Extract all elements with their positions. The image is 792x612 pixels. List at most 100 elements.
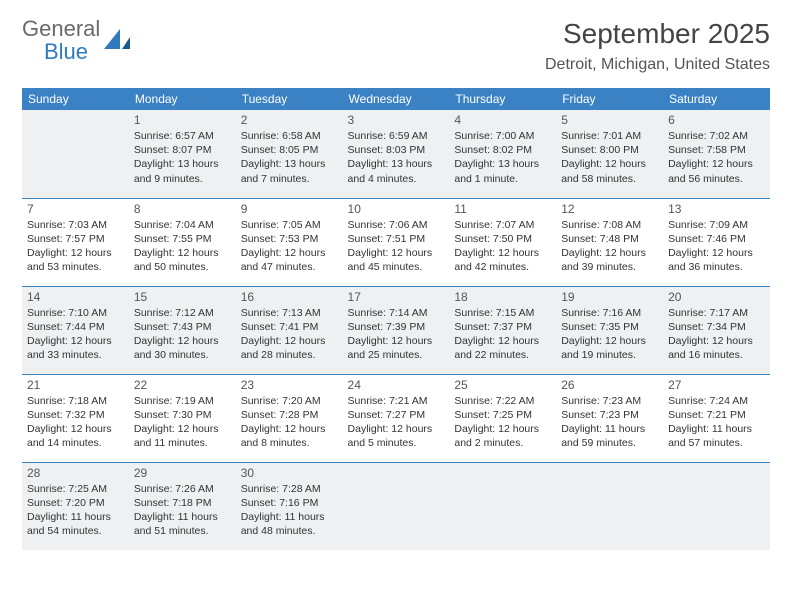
daylight-text: Daylight: 12 hours and 56 minutes. [668,157,765,185]
day-number: 11 [454,202,551,216]
sunset-text: Sunset: 7:48 PM [561,232,658,246]
sunset-text: Sunset: 8:03 PM [348,143,445,157]
day-info: Sunrise: 7:00 AMSunset: 8:02 PMDaylight:… [454,129,551,186]
day-info: Sunrise: 7:12 AMSunset: 7:43 PMDaylight:… [134,306,231,363]
sunset-text: Sunset: 8:07 PM [134,143,231,157]
day-info: Sunrise: 7:21 AMSunset: 7:27 PMDaylight:… [348,394,445,451]
calendar-week-row: 28Sunrise: 7:25 AMSunset: 7:20 PMDayligh… [22,462,770,550]
calendar-cell: 10 Sunrise: 7:06 AMSunset: 7:51 PMDayligh… [343,198,450,286]
sunset-text: Sunset: 7:28 PM [241,408,338,422]
page-header: General Blue September 2025 Detroit, Mic… [22,18,770,74]
sunrise-text: Sunrise: 7:08 AM [561,218,658,232]
day-info: Sunrise: 7:17 AMSunset: 7:34 PMDaylight:… [668,306,765,363]
calendar-cell: 2Sunrise: 6:58 AMSunset: 8:05 PMDaylight… [236,110,343,198]
day-number: 20 [668,290,765,304]
sunrise-text: Sunrise: 7:24 AM [668,394,765,408]
day-info: Sunrise: 7:04 AMSunset: 7:55 PMDaylight:… [134,218,231,275]
sunset-text: Sunset: 7:43 PM [134,320,231,334]
calendar-cell: 16Sunrise: 7:13 AMSunset: 7:41 PMDayligh… [236,286,343,374]
sunset-text: Sunset: 7:37 PM [454,320,551,334]
daylight-text: Daylight: 12 hours and 14 minutes. [27,422,124,450]
calendar-cell: 14Sunrise: 7:10 AMSunset: 7:44 PMDayligh… [22,286,129,374]
calendar-cell: 27 Sunrise: 7:24 AMSunset: 7:21 PMDayligh… [663,374,770,462]
day-number: 23 [241,378,338,392]
sunrise-text: Sunrise: 7:20 AM [241,394,338,408]
day-info: Sunrise: 6:57 AMSunset: 8:07 PMDaylight:… [134,129,231,186]
daylight-text: Daylight: 12 hours and 45 minutes. [348,246,445,274]
day-info: Sunrise: 7:06 AMSunset: 7:51 PMDaylight:… [348,218,445,275]
day-number: 13 [668,202,765,216]
calendar-week-row: 7Sunrise: 7:03 AMSunset: 7:57 PMDaylight… [22,198,770,286]
day-number: 5 [561,113,658,127]
daylight-text: Daylight: 11 hours and 57 minutes. [668,422,765,450]
calendar-table: Sunday Monday Tuesday Wednesday Thursday… [22,88,770,550]
calendar-cell: 25Sunrise: 7:22 AMSunset: 7:25 PMDayligh… [449,374,556,462]
calendar-cell [22,110,129,198]
day-info: Sunrise: 7:16 AMSunset: 7:35 PMDaylight:… [561,306,658,363]
sunset-text: Sunset: 7:50 PM [454,232,551,246]
day-info: Sunrise: 7:24 AMSunset: 7:21 PMDaylight:… [668,394,765,451]
day-number: 15 [134,290,231,304]
logo-text-2: Blue [44,39,88,64]
day-number: 6 [668,113,765,127]
sunset-text: Sunset: 7:46 PM [668,232,765,246]
calendar-cell: 6 Sunrise: 7:02 AMSunset: 7:58 PMDaylight… [663,110,770,198]
calendar-cell: 22Sunrise: 7:19 AMSunset: 7:30 PMDayligh… [129,374,236,462]
calendar-cell: 28Sunrise: 7:25 AMSunset: 7:20 PMDayligh… [22,462,129,550]
sunset-text: Sunset: 8:05 PM [241,143,338,157]
sunrise-text: Sunrise: 7:07 AM [454,218,551,232]
day-info: Sunrise: 7:07 AMSunset: 7:50 PMDaylight:… [454,218,551,275]
day-number: 16 [241,290,338,304]
daylight-text: Daylight: 12 hours and 16 minutes. [668,334,765,362]
sunrise-text: Sunrise: 7:17 AM [668,306,765,320]
calendar-cell: 4Sunrise: 7:00 AMSunset: 8:02 PMDaylight… [449,110,556,198]
calendar-cell: 9Sunrise: 7:05 AMSunset: 7:53 PMDaylight… [236,198,343,286]
daylight-text: Daylight: 12 hours and 47 minutes. [241,246,338,274]
calendar-cell: 11 Sunrise: 7:07 AMSunset: 7:50 PMDayligh… [449,198,556,286]
logo: General Blue [22,18,132,64]
daylight-text: Daylight: 13 hours and 4 minutes. [348,157,445,185]
daylight-text: Daylight: 12 hours and 33 minutes. [27,334,124,362]
day-number: 8 [134,202,231,216]
day-number: 12 [561,202,658,216]
daylight-text: Daylight: 13 hours and 1 minute. [454,157,551,185]
day-header: Wednesday [343,88,450,110]
sunset-text: Sunset: 7:57 PM [27,232,124,246]
daylight-text: Daylight: 12 hours and 39 minutes. [561,246,658,274]
daylight-text: Daylight: 11 hours and 48 minutes. [241,510,338,538]
daylight-text: Daylight: 11 hours and 59 minutes. [561,422,658,450]
sunset-text: Sunset: 7:23 PM [561,408,658,422]
daylight-text: Daylight: 12 hours and 25 minutes. [348,334,445,362]
sunset-text: Sunset: 7:18 PM [134,496,231,510]
calendar-cell [343,462,450,550]
day-info: Sunrise: 7:02 AMSunset: 7:58 PMDaylight:… [668,129,765,186]
daylight-text: Daylight: 12 hours and 50 minutes. [134,246,231,274]
daylight-text: Daylight: 12 hours and 5 minutes. [348,422,445,450]
day-header: Monday [129,88,236,110]
calendar-cell [449,462,556,550]
location-text: Detroit, Michigan, United States [545,56,770,74]
day-number: 21 [27,378,124,392]
sunrise-text: Sunrise: 7:28 AM [241,482,338,496]
daylight-text: Daylight: 12 hours and 19 minutes. [561,334,658,362]
day-number: 7 [27,202,124,216]
calendar-cell: 18Sunrise: 7:15 AMSunset: 7:37 PMDayligh… [449,286,556,374]
day-number: 10 [348,202,445,216]
sunset-text: Sunset: 7:44 PM [27,320,124,334]
sunrise-text: Sunrise: 7:22 AM [454,394,551,408]
sunrise-text: Sunrise: 7:04 AM [134,218,231,232]
calendar-cell: 20 Sunrise: 7:17 AMSunset: 7:34 PMDayligh… [663,286,770,374]
sunrise-text: Sunrise: 7:01 AM [561,129,658,143]
sunrise-text: Sunrise: 7:00 AM [454,129,551,143]
daylight-text: Daylight: 12 hours and 36 minutes. [668,246,765,274]
day-info: Sunrise: 7:05 AMSunset: 7:53 PMDaylight:… [241,218,338,275]
day-info: Sunrise: 6:59 AMSunset: 8:03 PMDaylight:… [348,129,445,186]
daylight-text: Daylight: 12 hours and 28 minutes. [241,334,338,362]
daylight-text: Daylight: 13 hours and 7 minutes. [241,157,338,185]
sunrise-text: Sunrise: 7:19 AM [134,394,231,408]
calendar-cell: 29Sunrise: 7:26 AMSunset: 7:18 PMDayligh… [129,462,236,550]
calendar-cell: 1Sunrise: 6:57 AMSunset: 8:07 PMDaylight… [129,110,236,198]
day-number: 27 [668,378,765,392]
sunset-text: Sunset: 7:39 PM [348,320,445,334]
sunrise-text: Sunrise: 7:23 AM [561,394,658,408]
